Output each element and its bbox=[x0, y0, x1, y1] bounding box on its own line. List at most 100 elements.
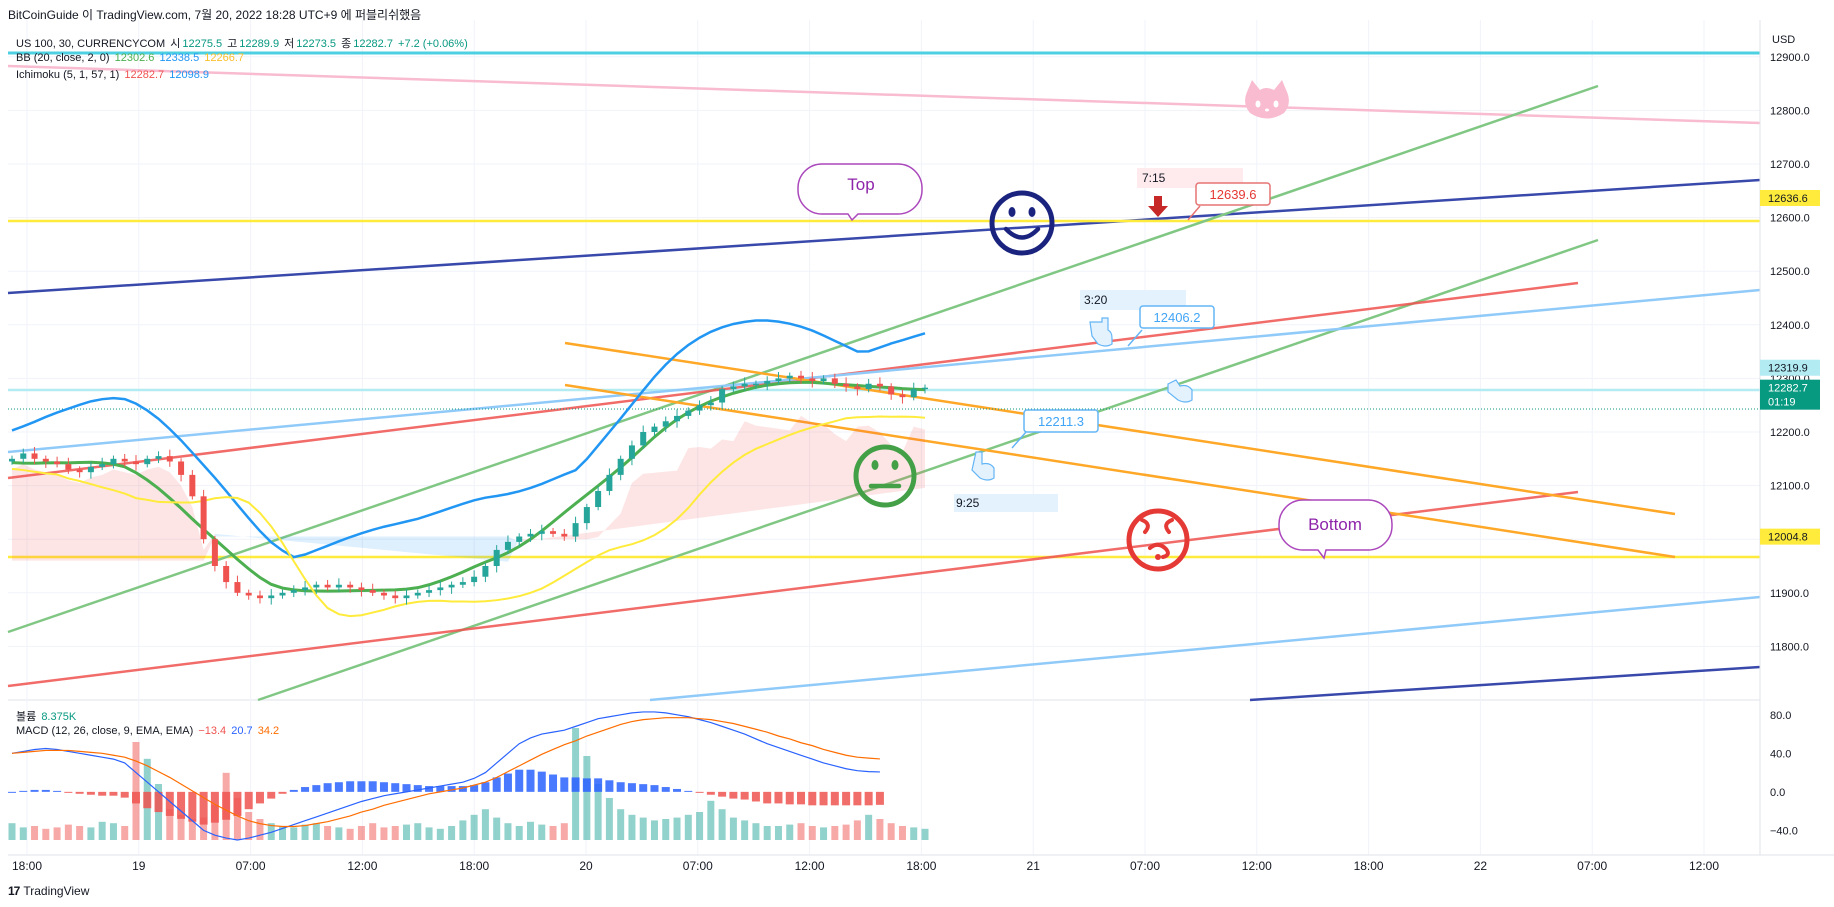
candle[interactable] bbox=[843, 383, 850, 387]
pink-trendline[interactable] bbox=[7, 64, 1761, 125]
candle[interactable] bbox=[752, 383, 759, 386]
candle[interactable] bbox=[54, 461, 61, 465]
price-axis[interactable]: 11800.011900.012000.012100.012200.012300… bbox=[1759, 20, 1810, 855]
cat-face-icon[interactable] bbox=[1245, 80, 1289, 119]
candle[interactable] bbox=[888, 386, 895, 395]
candle[interactable] bbox=[831, 378, 838, 384]
candle[interactable] bbox=[256, 595, 263, 599]
candle[interactable] bbox=[223, 566, 230, 583]
candle[interactable] bbox=[42, 458, 49, 462]
candle[interactable] bbox=[820, 378, 827, 382]
candle[interactable] bbox=[178, 461, 185, 475]
candle[interactable] bbox=[403, 595, 410, 599]
top-bubble[interactable]: Top bbox=[797, 163, 923, 222]
candle[interactable] bbox=[719, 389, 726, 403]
candle[interactable] bbox=[121, 458, 128, 462]
candles[interactable] bbox=[9, 370, 928, 605]
candle[interactable] bbox=[798, 375, 805, 379]
candle[interactable] bbox=[132, 461, 139, 465]
callout-12639[interactable]: 12639.6 bbox=[1187, 182, 1271, 221]
candle[interactable] bbox=[155, 456, 162, 459]
green-channel-upper[interactable] bbox=[7, 84, 1599, 634]
down-arrow-icon[interactable] bbox=[1148, 196, 1168, 217]
candle[interactable] bbox=[76, 469, 83, 473]
candle[interactable] bbox=[516, 536, 523, 542]
candle[interactable] bbox=[854, 386, 861, 390]
callout-12406[interactable]: 12406.2 bbox=[1127, 305, 1215, 347]
candle[interactable] bbox=[392, 595, 399, 599]
dizzy-face-icon[interactable] bbox=[1126, 508, 1190, 572]
candle[interactable] bbox=[662, 421, 669, 427]
candle[interactable] bbox=[527, 533, 534, 537]
candle[interactable] bbox=[358, 587, 365, 591]
candle[interactable] bbox=[459, 582, 466, 585]
candle[interactable] bbox=[313, 584, 320, 588]
candle[interactable] bbox=[730, 386, 737, 390]
bottom-bubble[interactable]: Bottom bbox=[1278, 499, 1393, 560]
candle[interactable] bbox=[741, 383, 748, 387]
candle[interactable] bbox=[606, 474, 613, 491]
candle[interactable] bbox=[369, 590, 376, 593]
candle[interactable] bbox=[268, 595, 275, 599]
candle[interactable] bbox=[583, 507, 590, 524]
candle[interactable] bbox=[550, 531, 557, 534]
lightblue-trendline-lower[interactable] bbox=[649, 595, 1761, 702]
candle[interactable] bbox=[65, 464, 72, 470]
ichimoku-legend[interactable]: Ichimoku (5, 1, 57, 1) 12282.7 12098.9 bbox=[16, 69, 211, 81]
lightblue-trendline-upper[interactable] bbox=[7, 288, 1761, 454]
time-axis[interactable]: 18:00 19 07:00 12:00 18:00 20 07:00 12:00 18:00 2… bbox=[8, 854, 1834, 873]
pointing-hand-icon[interactable] bbox=[971, 451, 995, 481]
candle[interactable] bbox=[651, 426, 658, 432]
symbol-legend[interactable]: US 100, 30, CURRENCYCOM 시 12275.5 고 12289.… bbox=[16, 38, 468, 50]
candle[interactable] bbox=[910, 389, 917, 398]
candle[interactable] bbox=[9, 458, 15, 462]
candle[interactable] bbox=[696, 405, 703, 411]
tradingview-brand[interactable]: 17 TradingView bbox=[8, 884, 89, 898]
candle[interactable] bbox=[764, 381, 771, 384]
callout-12211[interactable]: 12211.3 bbox=[1011, 409, 1099, 449]
orange-trendline-upper[interactable] bbox=[564, 341, 1676, 516]
candle[interactable] bbox=[471, 576, 478, 583]
volume-legend[interactable]: 볼륨 8.375K bbox=[16, 708, 78, 724]
candle[interactable] bbox=[786, 375, 793, 379]
candle[interactable] bbox=[707, 402, 714, 406]
pointing-hand-icon[interactable] bbox=[1167, 379, 1193, 403]
candle[interactable] bbox=[865, 383, 872, 390]
candle[interactable] bbox=[290, 590, 297, 593]
candle[interactable] bbox=[166, 456, 173, 462]
candle[interactable] bbox=[245, 592, 252, 596]
candle[interactable] bbox=[617, 458, 624, 475]
candle[interactable] bbox=[302, 587, 309, 591]
candle[interactable] bbox=[99, 464, 106, 467]
candle[interactable] bbox=[426, 590, 433, 593]
candle[interactable] bbox=[809, 378, 816, 382]
candle[interactable] bbox=[448, 584, 455, 588]
candle[interactable] bbox=[20, 453, 27, 459]
candle[interactable] bbox=[211, 539, 218, 566]
candle[interactable] bbox=[538, 531, 545, 534]
navy-trendline-lower[interactable] bbox=[1249, 665, 1761, 702]
neutral-face-icon[interactable] bbox=[853, 444, 917, 508]
candle[interactable] bbox=[899, 394, 906, 398]
candle[interactable] bbox=[110, 458, 117, 465]
candle[interactable] bbox=[876, 383, 883, 387]
candle[interactable] bbox=[561, 533, 568, 537]
navy-trendline-upper[interactable] bbox=[7, 178, 1761, 295]
bb-legend[interactable]: BB (20, close, 2, 0) 12302.6 12338.5 122… bbox=[16, 52, 246, 64]
pointing-hand-icon[interactable] bbox=[1089, 317, 1113, 347]
candle[interactable] bbox=[482, 566, 489, 577]
candle[interactable] bbox=[234, 582, 241, 593]
candle[interactable] bbox=[493, 549, 500, 566]
candle[interactable] bbox=[775, 378, 782, 382]
candle[interactable] bbox=[922, 387, 928, 390]
candle[interactable] bbox=[144, 458, 151, 465]
candle[interactable] bbox=[640, 432, 647, 446]
candle[interactable] bbox=[674, 415, 681, 422]
candle[interactable] bbox=[628, 445, 635, 459]
candle[interactable] bbox=[279, 592, 286, 596]
green-channel-lower[interactable] bbox=[257, 238, 1599, 702]
candle[interactable] bbox=[87, 466, 94, 473]
macd-legend[interactable]: MACD (12, 26, close, 9, EMA, EMA) −13.4 … bbox=[16, 725, 281, 737]
candle[interactable] bbox=[189, 474, 196, 497]
